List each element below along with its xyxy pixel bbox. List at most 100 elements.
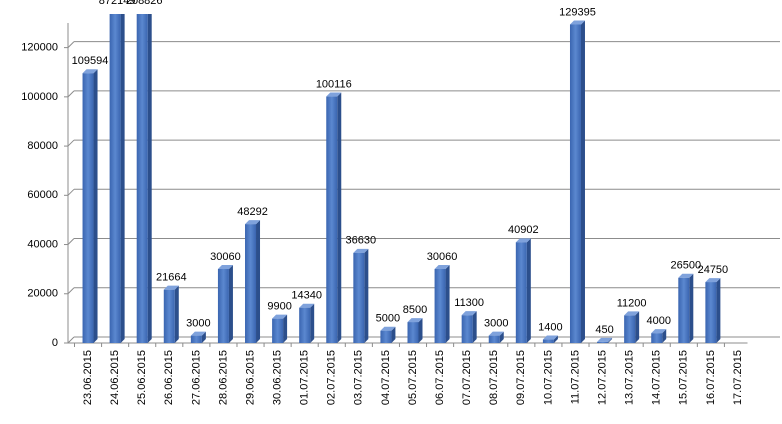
- bar: [597, 341, 609, 343]
- bar-top: [190, 331, 206, 336]
- bar-top: [624, 311, 640, 316]
- bar-side: [526, 238, 531, 343]
- data-label: 109594: [72, 55, 109, 67]
- data-label: 48292: [237, 206, 268, 218]
- bar-top: [217, 265, 233, 270]
- bar-top: [569, 20, 585, 25]
- bar-top: [488, 331, 504, 336]
- bar: [136, 14, 148, 343]
- bar-top: [299, 303, 315, 308]
- data-label: 8500: [403, 304, 427, 316]
- x-tick-label: 13.07.2015: [624, 350, 636, 405]
- y-tick-label: 120000: [21, 42, 58, 54]
- data-label: 450: [595, 324, 613, 336]
- x-tick-label: 17.07.2015: [732, 350, 744, 405]
- bar-side: [228, 265, 233, 343]
- bar-side: [580, 20, 585, 344]
- x-tick-label: 03.07.2015: [353, 350, 365, 405]
- bar: [380, 330, 392, 343]
- x-tick-label: 27.06.2015: [190, 350, 202, 405]
- bar: [434, 269, 446, 343]
- bar-top: [380, 326, 396, 331]
- grid-line: [67, 287, 75, 295]
- bar: [705, 282, 717, 343]
- data-label: 30060: [210, 251, 241, 263]
- bar: [190, 335, 202, 343]
- bar-top: [542, 335, 558, 340]
- bar-side: [283, 314, 288, 343]
- y-tick-label: 60000: [27, 189, 58, 201]
- bar-side: [310, 303, 315, 343]
- data-label: 3000: [186, 318, 210, 330]
- x-tick-label: 05.07.2015: [407, 350, 419, 405]
- data-label: 872149: [99, 0, 136, 7]
- bar: [569, 24, 581, 344]
- bar-top: [515, 238, 531, 243]
- bar: [299, 307, 311, 343]
- bar-top: [163, 285, 179, 290]
- grid-line: [67, 238, 75, 245]
- bar: [326, 96, 338, 344]
- bar-side: [689, 273, 694, 343]
- bar-side: [391, 326, 396, 343]
- x-tick-label: 30.06.2015: [272, 350, 284, 405]
- bar-top: [407, 318, 423, 323]
- data-label: 14340: [291, 290, 322, 302]
- x-tick-label: 29.06.2015: [244, 350, 256, 405]
- bar: [515, 242, 527, 343]
- bar-side: [662, 329, 667, 343]
- data-label: 21664: [156, 272, 187, 284]
- bar-top: [597, 337, 613, 342]
- bar: [82, 73, 94, 343]
- bar-side: [472, 311, 477, 343]
- x-tick-label: 28.06.2015: [217, 350, 229, 405]
- data-label: 100116: [316, 78, 352, 90]
- bar-side: [553, 335, 558, 343]
- bar: [272, 318, 284, 343]
- bar-side: [93, 69, 98, 343]
- data-label: 4000: [646, 315, 670, 327]
- data-label: 208826: [126, 0, 163, 7]
- bar-top: [245, 220, 261, 225]
- x-tick-label: 08.07.2015: [488, 350, 500, 405]
- bar-top: [678, 273, 694, 278]
- x-tick-label: 15.07.2015: [678, 350, 690, 405]
- data-label: 5000: [376, 313, 400, 325]
- bar: [217, 269, 229, 343]
- data-label: 26500: [671, 260, 702, 272]
- bar-side: [445, 265, 450, 343]
- data-label: 36630: [346, 235, 377, 247]
- x-tick-label: 06.07.2015: [434, 350, 446, 405]
- bar: [353, 252, 365, 343]
- bar-side: [147, 14, 152, 343]
- data-label: 24750: [698, 264, 729, 276]
- grid-line: [67, 188, 75, 196]
- bar-side: [716, 278, 721, 343]
- x-tick-label: 25.06.2015: [136, 350, 148, 405]
- bar-side: [201, 331, 206, 343]
- x-tick-label: 23.06.2015: [82, 350, 94, 405]
- bar-top: [461, 311, 477, 316]
- bar-side: [337, 92, 342, 344]
- bar-side: [120, 14, 125, 343]
- bar: [407, 322, 419, 343]
- data-label: 9900: [267, 301, 291, 313]
- labels: 0 20000 40000 60000 80000 100000 120000 23.06.2…: [21, 0, 744, 405]
- data-label: 1400: [538, 321, 562, 333]
- data-label: 129395: [559, 6, 596, 18]
- x-tick-label: 14.07.2015: [651, 350, 663, 405]
- y-tick-label: 100000: [21, 91, 58, 103]
- y-tick-label: 80000: [27, 140, 58, 152]
- bar-side: [608, 337, 613, 343]
- bar-side: [499, 331, 504, 343]
- bar: [245, 224, 257, 343]
- x-tick-label: 12.07.2015: [596, 350, 608, 405]
- x-tick-label: 16.07.2015: [705, 350, 717, 405]
- bar-side: [256, 220, 261, 343]
- x-tick-label: 11.07.2015: [569, 350, 581, 404]
- bar: [624, 315, 636, 343]
- bar-top: [353, 248, 369, 253]
- x-tick-label: 01.07.2015: [299, 350, 311, 405]
- x-tick-label: 09.07.2015: [515, 350, 527, 405]
- x-tick-label: 10.07.2015: [542, 350, 554, 405]
